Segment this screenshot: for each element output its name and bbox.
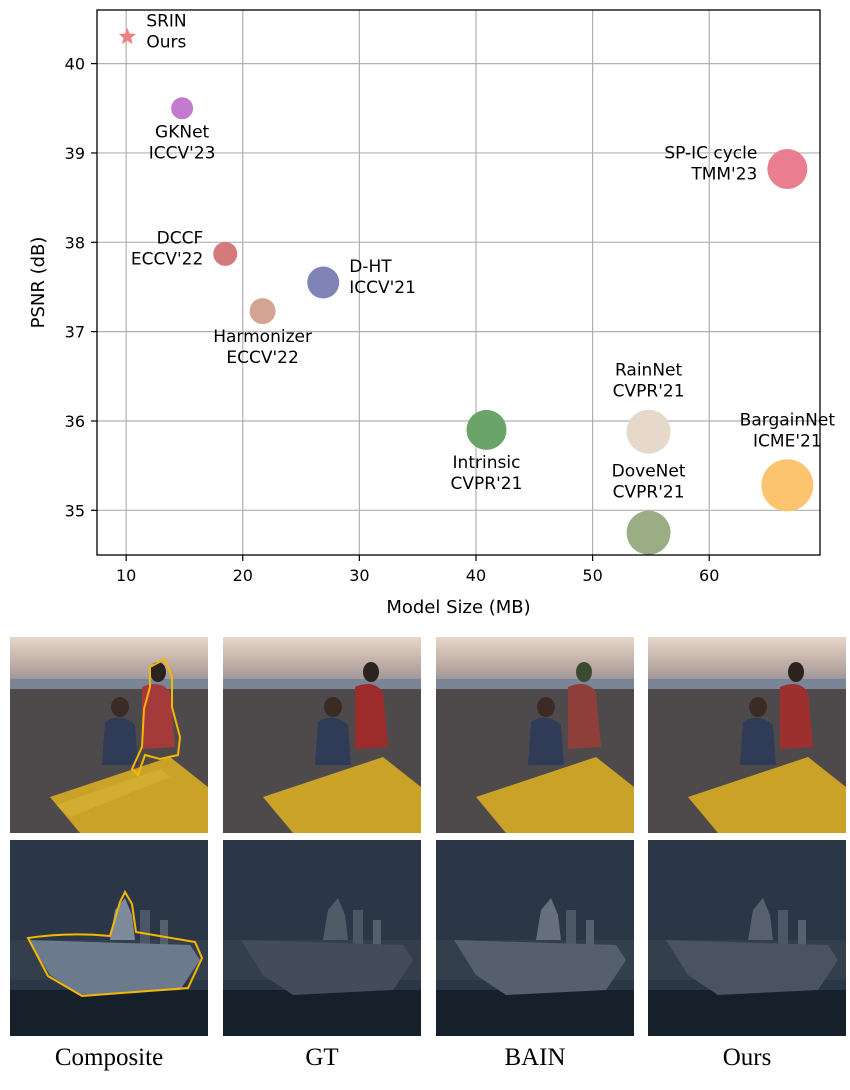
gknet-venue-label: ICCV'23 — [149, 143, 216, 163]
srin-point — [118, 27, 136, 45]
axis-ticks: 10 20 30 40 50 60 35 36 37 38 39 40 — [65, 55, 720, 585]
carrier-composite-image — [10, 840, 208, 1036]
y-tick-label: 40 — [65, 55, 85, 74]
x-tick-label: 20 — [233, 566, 253, 585]
column-label-ours: Ours — [722, 1044, 772, 1071]
y-tick-label: 35 — [65, 501, 85, 520]
x-tick-label: 40 — [466, 566, 486, 585]
d-ht-point — [307, 266, 340, 299]
rainnet-venue-label: CVPR'21 — [613, 382, 685, 402]
dccf-venue-label: ECCV'22 — [131, 249, 203, 269]
harmonizer-venue-label: ECCV'22 — [226, 348, 298, 368]
x-tick-label: 60 — [699, 566, 719, 585]
bargainnet-venue-label: ICME'21 — [753, 431, 822, 451]
column-label-bain: BAIN — [504, 1044, 566, 1071]
y-tick-label: 37 — [65, 323, 85, 342]
bargainnet-point — [761, 459, 814, 512]
dovenet-point — [626, 510, 671, 555]
rainnet-point — [626, 409, 671, 454]
sp-ic-cycle-point — [767, 149, 808, 190]
bargainnet-name-label: BargainNet — [740, 410, 836, 430]
intrinsic-name-label: Intrinsic — [453, 453, 521, 473]
beach-bain-image — [436, 637, 634, 833]
harmonizer-name-label: Harmonizer — [213, 327, 312, 347]
dccf-name-label: DCCF — [157, 228, 204, 248]
d-ht-name-label: D-HT — [349, 257, 392, 277]
comparison-image-grid — [0, 634, 850, 1090]
y-tick-label: 36 — [65, 412, 85, 431]
carrier-bain-image — [436, 840, 634, 1036]
dovenet-venue-label: CVPR'21 — [613, 483, 685, 503]
intrinsic-point — [466, 409, 507, 450]
rainnet-name-label: RainNet — [615, 361, 683, 381]
d-ht-venue-label: ICCV'21 — [349, 278, 416, 298]
dovenet-name-label: DoveNet — [612, 462, 686, 482]
x-tick-label: 10 — [116, 566, 136, 585]
gknet-name-label: GKNet — [155, 122, 209, 142]
grid-lines — [97, 10, 820, 555]
plot-frame — [96, 9, 821, 556]
gknet-point — [171, 97, 194, 120]
harmonizer-point — [249, 298, 276, 325]
sp-ic-cycle-venue-label: TMM'23 — [690, 165, 757, 185]
srin-name-label: SRIN — [146, 11, 186, 31]
y-tick-label: 39 — [65, 144, 85, 163]
srin-venue-label: Ours — [146, 32, 186, 52]
y-tick-label: 38 — [65, 233, 85, 252]
y-axis-label: PSNR (dB) — [28, 237, 49, 329]
carrier-ours-image — [648, 840, 846, 1036]
x-tick-label: 30 — [349, 566, 369, 585]
dccf-point — [213, 241, 238, 266]
carrier-gt-image — [223, 840, 421, 1036]
beach-composite-image — [10, 637, 208, 833]
column-label-gt: GT — [305, 1044, 339, 1071]
x-tick-label: 50 — [582, 566, 602, 585]
intrinsic-venue-label: CVPR'21 — [451, 474, 523, 494]
sp-ic-cycle-name-label: SP-IC cycle — [664, 144, 757, 164]
column-label-composite: Composite — [54, 1044, 164, 1071]
beach-gt-image — [223, 637, 421, 833]
beach-ours-image — [648, 637, 846, 833]
x-axis-label: Model Size (MB) — [386, 597, 530, 618]
data-points — [118, 27, 814, 555]
